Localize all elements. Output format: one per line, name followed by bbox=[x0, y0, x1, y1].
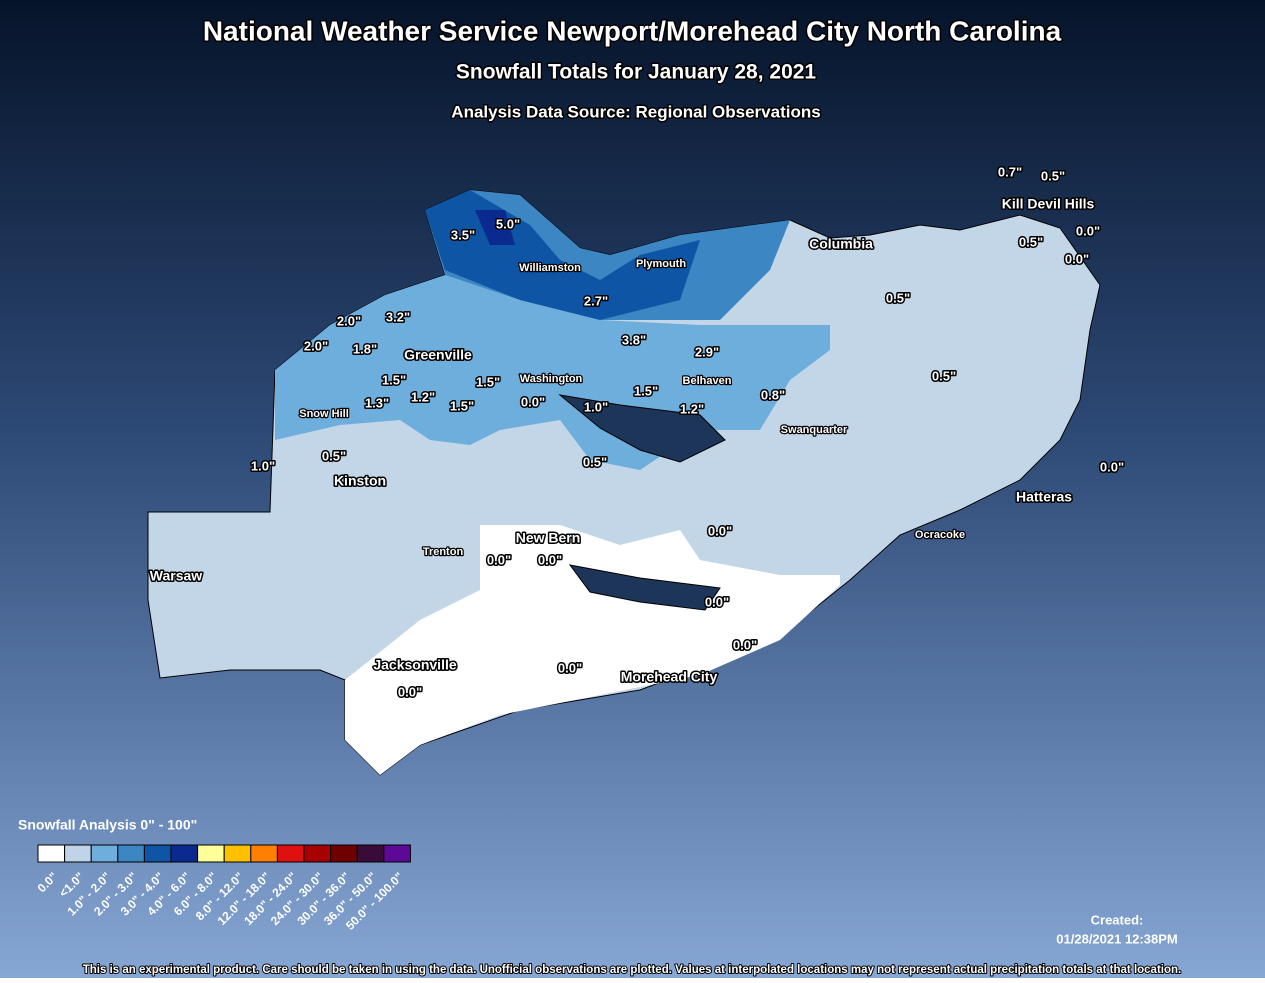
title: National Weather Service Newport/Morehea… bbox=[203, 15, 1062, 46]
disclaimer: This is an experimental product. Care sh… bbox=[83, 964, 1181, 976]
place-label: Trenton bbox=[423, 546, 464, 558]
snowfall-observation: 3.2" bbox=[386, 309, 410, 324]
subtitle: Snowfall Totals for January 28, 2021 bbox=[456, 61, 817, 84]
created-label: Created: bbox=[1091, 912, 1144, 927]
snowfall-observation: 0.0" bbox=[558, 660, 582, 675]
legend-swatch bbox=[90, 844, 119, 863]
legend-swatch bbox=[356, 844, 385, 863]
place-label: Jacksonville bbox=[373, 657, 456, 673]
snowfall-observation: 0.0" bbox=[708, 523, 732, 538]
snowfall-observation: 1.5" bbox=[476, 374, 500, 389]
legend-swatch bbox=[223, 844, 252, 863]
snowfall-observation: 0.0" bbox=[521, 394, 545, 409]
place-label: Morehead City bbox=[621, 669, 718, 685]
legend-swatch bbox=[197, 844, 225, 863]
legend-swatch bbox=[303, 844, 332, 863]
place-label: Swanquarter bbox=[781, 424, 848, 436]
legend-swatch bbox=[64, 844, 92, 863]
legend-swatch bbox=[143, 844, 172, 863]
snowfall-observation: 0.0" bbox=[733, 637, 757, 652]
place-label: Ocracoke bbox=[915, 529, 965, 541]
place-label: Hatteras bbox=[1016, 489, 1072, 505]
snowfall-observation: 0.0" bbox=[398, 684, 422, 699]
created-time: 01/28/2021 12:38PM bbox=[1056, 931, 1177, 946]
snowfall-observation: 0.5" bbox=[886, 290, 910, 305]
legend-swatch bbox=[276, 844, 305, 863]
legend-swatch bbox=[37, 844, 66, 863]
snowfall-observation: 1.5" bbox=[382, 372, 406, 387]
snowfall-observation: 2.9" bbox=[695, 344, 719, 359]
snowfall-observation: 1.2" bbox=[680, 401, 704, 416]
snowfall-observation: 0.5" bbox=[1019, 234, 1043, 249]
snowfall-observation: 0.0" bbox=[1065, 251, 1089, 266]
place-label: Kinston bbox=[334, 473, 386, 489]
snowfall-observation: 2.0" bbox=[304, 338, 328, 353]
legend-swatch bbox=[250, 844, 278, 863]
snowfall-observation: 3.5" bbox=[451, 227, 475, 242]
place-label: Snow Hill bbox=[299, 408, 349, 420]
snowfall-observation: 0.8" bbox=[761, 387, 785, 402]
snowfall-observation: 0.5" bbox=[932, 368, 956, 383]
snowfall-observation: 0.0" bbox=[705, 594, 729, 609]
snowfall-observation: 3.8" bbox=[622, 332, 646, 347]
place-label: New Bern bbox=[516, 530, 581, 546]
snowfall-observation: 1.3" bbox=[365, 395, 389, 410]
snowfall-observation: 0.0" bbox=[487, 552, 511, 567]
snowfall-observation: 0.5" bbox=[322, 448, 346, 463]
region-4-6 bbox=[475, 210, 515, 245]
source: Analysis Data Source: Regional Observati… bbox=[451, 102, 820, 121]
legend-swatch bbox=[330, 844, 358, 863]
snowfall-observation: 1.5" bbox=[634, 383, 658, 398]
snowfall-observation: 0.7" bbox=[998, 164, 1022, 179]
snowfall-observation: 5.0" bbox=[496, 216, 520, 231]
snowfall-observation: 1.5" bbox=[450, 398, 474, 413]
legend-swatch bbox=[117, 844, 145, 863]
place-label: Williamston bbox=[519, 262, 581, 274]
place-label: Washington bbox=[520, 373, 583, 385]
snowfall-observation: 0.5" bbox=[1041, 168, 1065, 183]
place-label: Belhaven bbox=[683, 375, 732, 387]
snowfall-observation: 1.0" bbox=[584, 399, 608, 414]
legend-title: Snowfall Analysis 0" - 100" bbox=[18, 817, 197, 833]
snowfall-observation: 0.0" bbox=[538, 552, 562, 567]
snowfall-observation: 1.8" bbox=[353, 341, 377, 356]
pamlico-river bbox=[558, 394, 726, 463]
legend-swatch bbox=[170, 844, 199, 863]
place-label: Greenville bbox=[404, 347, 472, 363]
place-label: Plymouth bbox=[636, 258, 686, 270]
snowfall-observation: 1.0" bbox=[251, 458, 275, 473]
place-label: Kill Devil Hills bbox=[1002, 196, 1095, 212]
snowfall-observation: 2.0" bbox=[337, 313, 361, 328]
place-label: Columbia bbox=[809, 236, 873, 252]
snowfall-observation: 0.0" bbox=[1076, 223, 1100, 238]
map bbox=[147, 189, 1101, 776]
snowfall-observation: 0.0" bbox=[1100, 459, 1124, 474]
place-label: Warsaw bbox=[150, 568, 203, 584]
snowfall-observation: 1.2" bbox=[411, 389, 435, 404]
legend-swatch bbox=[383, 844, 411, 863]
snowfall-observation: 0.5" bbox=[583, 454, 607, 469]
snowfall-observation: 2.7" bbox=[584, 293, 608, 308]
neuse-river bbox=[568, 564, 721, 611]
